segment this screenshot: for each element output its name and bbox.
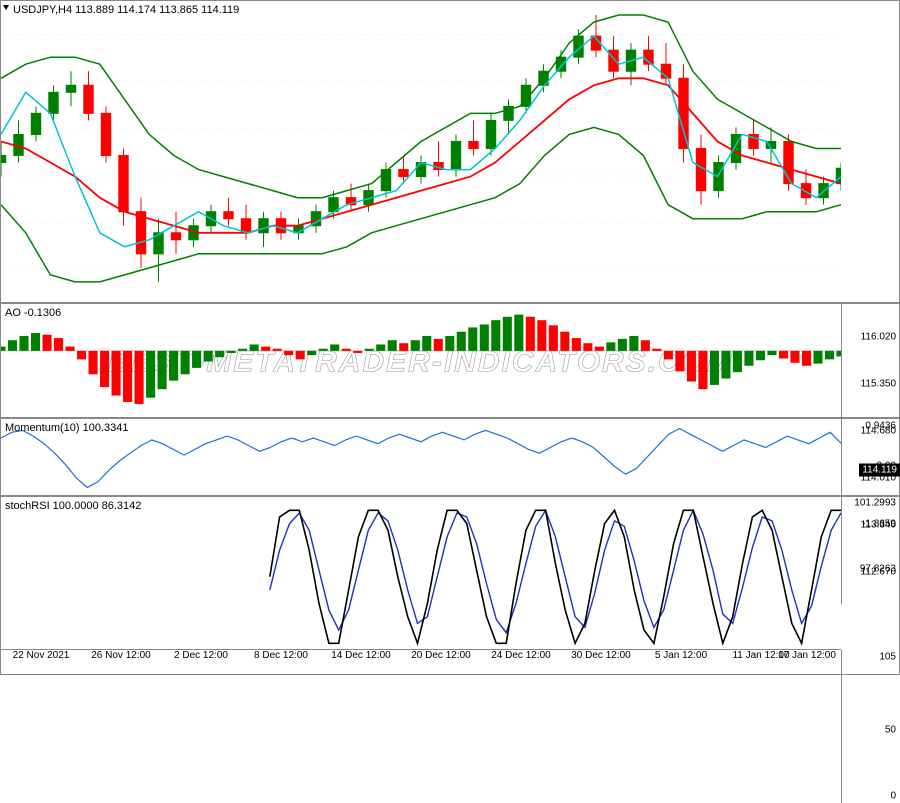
stochrsi-yaxis: 105 50 0 [841, 650, 900, 803]
price-panel-label: USDJPY,H4 113.889 114.174 113.865 114.11… [13, 4, 239, 16]
price-chart[interactable] [1, 1, 841, 303]
xtick-label: 8 Dec 12:00 [254, 650, 308, 661]
xtick-label: 2 Dec 12:00 [174, 650, 228, 661]
stochrsi-label: stochRSI 100.0000 86.3142 [5, 500, 141, 512]
price-panel: USDJPY,H4 113.889 114.174 113.865 114.11… [1, 1, 900, 303]
xtick-label: 17 Jan 12:00 [778, 650, 836, 661]
time-xaxis: 22 Nov 2021 26 Nov 12:00 2 Dec 12:00 8 Dec … [1, 649, 841, 662]
xtick-label: 20 Dec 12:00 [411, 650, 471, 661]
xtick-label: 5 Jan 12:00 [655, 650, 707, 661]
momentum-panel: Momentum(10) 100.3341101.299397.8263 [1, 418, 900, 496]
xtick-label: 22 Nov 2021 [13, 650, 70, 661]
current-price-badge: 114.119 [859, 464, 900, 477]
stochrsi-panel: stochRSI 100.0000 86.314210550022 Nov 20… [1, 496, 900, 662]
xtick-label: 30 Dec 12:00 [571, 650, 631, 661]
ytick-label: 105 [879, 651, 896, 662]
ao-chart[interactable]: BEST-METATRADER-INDICATORS.COM [1, 304, 841, 419]
ao-label: AO -0.1306 [5, 307, 61, 319]
stochrsi-chart[interactable] [1, 497, 841, 650]
xtick-label: 24 Dec 12:00 [491, 650, 551, 661]
ytick-label: 0 [890, 791, 896, 802]
xtick-label: 26 Nov 12:00 [91, 650, 151, 661]
watermark-text: BEST-METATRADER-INDICATORS.COM [108, 346, 734, 379]
momentum-label: Momentum(10) 100.3341 [5, 422, 129, 434]
ytick-label: 50 [885, 724, 896, 735]
symbol-dropdown-icon[interactable] [3, 5, 9, 10]
ao-panel: AO -0.1306 BEST-METATRADER-INDICATORS.COM… [1, 303, 900, 418]
xtick-label: 14 Dec 12:00 [331, 650, 391, 661]
